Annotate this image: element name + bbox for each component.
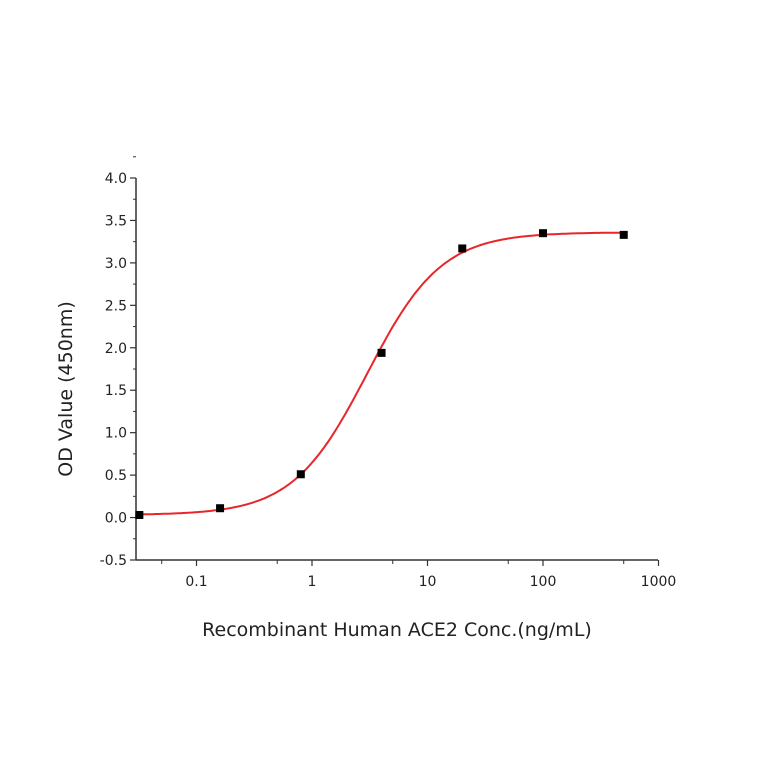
data-point-marker [135,511,144,520]
y-tick-label: -0.5 [100,553,127,569]
data-point-marker [377,348,386,357]
x-tick-label: 0.1 [185,574,207,590]
x-tick-label: 1000 [641,574,677,590]
y-tick-label: 3.5 [105,213,127,229]
fit-curve [139,231,624,516]
x-tick-label: 100 [530,574,557,590]
y-tick-label: 0.5 [105,468,127,484]
data-point-marker [296,470,305,479]
y-tick-label: 1.0 [105,426,127,442]
y-tick-label: 0.0 [105,511,127,527]
y-axis: -0.5 0.0 0.5 1.0 1.5 2.0 2.5 3.0 3.5 4.0 [100,156,137,569]
y-tick-label: 2.5 [105,298,127,314]
data-point-marker [539,229,547,238]
data-points [135,229,628,520]
y-tick-label: 3.0 [105,256,127,272]
y-tick-label: 1.5 [105,383,127,399]
x-axis-label: Recombinant Human ACE2 Conc.(ng/mL) [202,619,592,641]
data-point-marker [458,244,467,253]
y-tick-label: 2.0 [105,341,127,357]
x-tick-label: 10 [419,574,437,590]
data-point-marker [216,504,225,513]
x-axis: 0.1 1 10 100 1000 [136,559,677,590]
y-axis-label: OD Value (450nm) [55,301,77,476]
data-point-marker [619,230,628,239]
x-tick-label: 1 [308,574,317,590]
y-tick-label: 4.0 [105,171,127,187]
